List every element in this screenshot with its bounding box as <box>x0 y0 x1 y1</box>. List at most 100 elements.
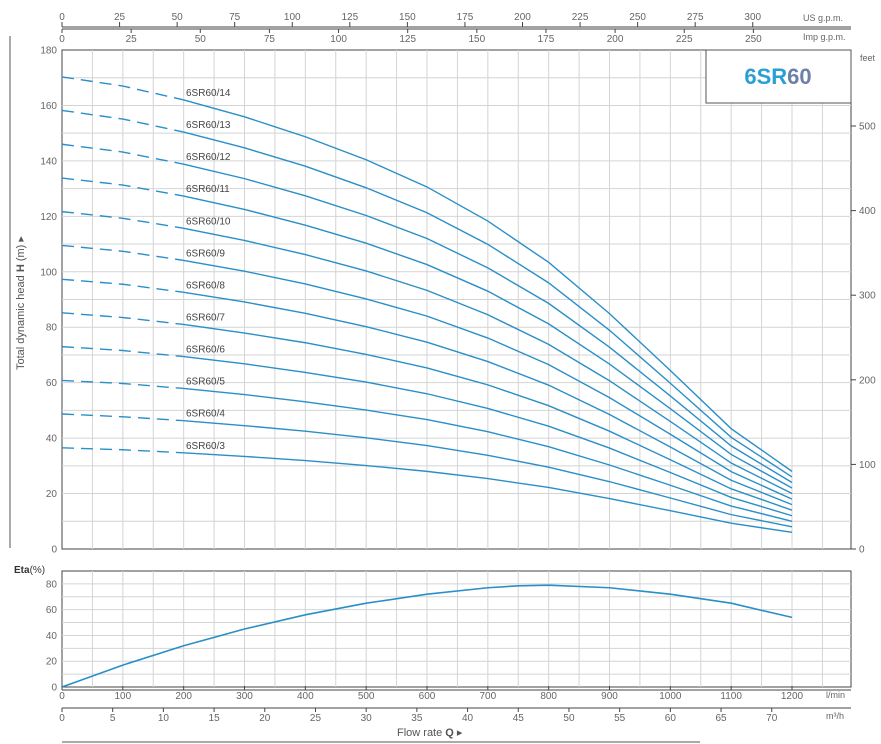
us-tick-label: 225 <box>572 12 589 23</box>
m3h-tick-label: 0 <box>59 713 65 724</box>
eta-tick-label: 0 <box>51 683 57 694</box>
model-badge: 6SR60 <box>705 49 852 104</box>
m3h-tick-label: 50 <box>563 713 575 724</box>
m3h-tick-label: 60 <box>665 713 677 724</box>
us-gpm-unit: US g.p.m. <box>803 13 843 23</box>
eta-axis-label: Eta(%) <box>14 565 45 576</box>
m3h-tick-label: 5 <box>110 713 116 724</box>
imp-tick-label: 225 <box>676 34 693 45</box>
head-tick-label: 180 <box>40 46 57 57</box>
eta-tick-label: 60 <box>46 605 58 616</box>
imp-tick-label: 0 <box>59 34 65 45</box>
feet-tick-label: 100 <box>859 460 876 471</box>
head-curve <box>183 355 793 517</box>
m3h-tick-label: 70 <box>766 713 778 724</box>
feet-tick-label: 300 <box>859 291 876 302</box>
curve-label: 6SR60/13 <box>186 120 231 131</box>
head-curve <box>183 227 793 495</box>
us-tick-label: 275 <box>687 12 704 23</box>
curve-label: 6SR60/12 <box>186 152 231 163</box>
head-tick-label: 40 <box>46 434 58 445</box>
lmin-tick-label: 500 <box>358 691 375 702</box>
top-imp-axis: 0 25 50 75 100 125 150 175 200 225 250 Imp g.p.m. <box>59 28 851 45</box>
feet-tick-label: 200 <box>859 375 876 386</box>
head-tick-label: 80 <box>46 323 58 334</box>
lmin-tick-label: 100 <box>114 691 131 702</box>
efficiency-curve <box>61 584 793 688</box>
m3h-tick-label: 55 <box>614 713 626 724</box>
lmin-tick-label: 700 <box>479 691 496 702</box>
head-curve <box>183 259 793 500</box>
feet-tick-label: 500 <box>859 122 876 133</box>
us-tick-label: 25 <box>114 12 126 23</box>
curve-label: 6SR60/9 <box>186 248 225 259</box>
m3h-tick-label: 25 <box>310 713 322 724</box>
us-tick-label: 50 <box>172 12 184 23</box>
head-axis-title: Total dynamic head H (m) ▸ <box>15 236 27 370</box>
m3h-tick-label: 15 <box>209 713 221 724</box>
badge-suffix: 60 <box>787 64 811 89</box>
head-tick-label: 160 <box>40 101 57 112</box>
curve-label: 6SR60/14 <box>186 88 231 99</box>
curve-label: 6SR60/8 <box>186 280 225 291</box>
lmin-tick-label: 0 <box>59 691 65 702</box>
head-curve <box>183 131 793 478</box>
feet-axis-ticks: 0 100 200 300 400 500 <box>851 122 876 556</box>
top-us-axis: 0 25 50 75 100 125 150 175 200 225 250 275 300 US g.… <box>59 12 851 28</box>
us-tick-label: 250 <box>629 12 646 23</box>
lmin-tick-label: 600 <box>419 691 436 702</box>
curve-label: 6SR60/10 <box>186 216 231 227</box>
head-curve-dashed <box>61 447 184 454</box>
head-curve-dashed <box>61 109 184 133</box>
eta-tick-label: 20 <box>46 657 58 668</box>
head-curve <box>183 99 793 472</box>
m3h-tick-label: 20 <box>259 713 271 724</box>
feet-tick-label: 0 <box>859 545 865 556</box>
imp-tick-label: 50 <box>195 34 207 45</box>
eta-plot-frame <box>61 570 852 688</box>
head-curve <box>183 452 793 534</box>
us-tick-label: 100 <box>284 12 301 23</box>
head-curve <box>183 419 793 528</box>
us-tick-label: 75 <box>229 12 241 23</box>
imp-tick-label: 100 <box>330 34 347 45</box>
m3h-tick-label: 30 <box>361 713 373 724</box>
us-tick-label: 0 <box>59 12 65 23</box>
head-curve-dashed <box>61 345 184 358</box>
eta-tick-label: 40 <box>46 631 58 642</box>
head-tick-label: 0 <box>51 545 57 556</box>
head-curve <box>183 291 793 506</box>
lmin-tick-label: 200 <box>175 691 192 702</box>
curve-label: 6SR60/5 <box>186 376 225 387</box>
m3h-tick-label: 45 <box>513 713 525 724</box>
bottom-m3h-axis: 0 5 10 15 20 25 30 35 40 45 50 55 60 65 70 m³/h <box>59 707 851 724</box>
lmin-tick-label: 300 <box>236 691 253 702</box>
us-tick-label: 125 <box>341 12 358 23</box>
imp-tick-label: 175 <box>538 34 555 45</box>
curve-label: 6SR60/3 <box>186 441 225 452</box>
head-tick-label: 60 <box>46 378 58 389</box>
m3h-tick-label: 35 <box>411 713 423 724</box>
m3h-tick-label: 40 <box>462 713 474 724</box>
imp-tick-label: 150 <box>468 34 485 45</box>
head-curve <box>183 323 793 511</box>
bottom-lmin-axis: 0 100 200 300 400 500 600 700 800 900 1000 1100 1200… <box>59 686 851 702</box>
head-curve-dashed <box>61 210 184 229</box>
lmin-unit: l/min <box>826 690 845 700</box>
curve-label: 6SR60/6 <box>186 345 225 356</box>
imp-gpm-unit: Imp g.p.m. <box>803 32 846 42</box>
eta-tick-label: 80 <box>46 579 58 590</box>
head-curve <box>183 387 793 522</box>
badge-box <box>705 49 852 104</box>
badge-label: 6SR60 <box>744 64 811 89</box>
head-curve-dashed <box>61 379 184 390</box>
flow-axis-title: Flow rate Q ▸ <box>397 727 463 739</box>
curve-label: 6SR60/4 <box>186 409 225 420</box>
head-curve-dashed <box>61 177 184 197</box>
lmin-tick-label: 800 <box>540 691 557 702</box>
imp-tick-label: 200 <box>607 34 624 45</box>
head-curve-dashed <box>61 312 184 326</box>
lmin-tick-label: 1100 <box>720 691 742 702</box>
us-tick-label: 200 <box>514 12 531 23</box>
